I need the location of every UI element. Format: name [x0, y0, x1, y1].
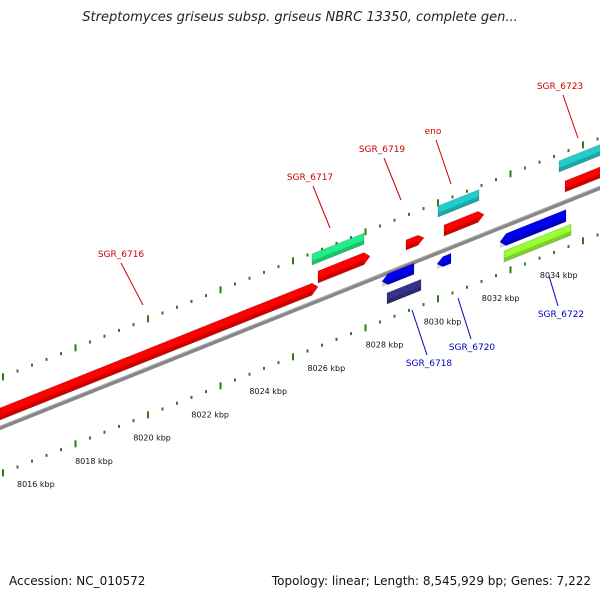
label-leader-SGR_6723: [562, 94, 579, 139]
gene-label-SGR_6722[interactable]: SGR_6722: [538, 310, 584, 320]
label-leader-SGR_6722: [548, 275, 559, 307]
tick-row-lower: [2, 233, 599, 477]
scale-label: 8026 kbp: [308, 364, 346, 373]
gene-label-SGR_6723[interactable]: SGR_6723: [537, 82, 583, 92]
scale-label: 8034 kbp: [540, 271, 578, 280]
feature-navy-1[interactable]: [386, 278, 422, 305]
feature-track: [311, 143, 600, 305]
feature-cyan-2-shade: [559, 151, 600, 172]
feature-green-1[interactable]: [311, 232, 365, 266]
scale-label: 8030 kbp: [424, 317, 462, 326]
gene-eno-shade: [444, 218, 478, 236]
scale-labels: 8016 kbp 8018 kbp 8020 kbp 8022 kbp 8024 kbp…: [17, 271, 578, 489]
gene-track: [0, 165, 600, 421]
gene-SGR_6716[interactable]: [0, 282, 319, 421]
scale-label: 8032 kbp: [482, 294, 520, 303]
gene-SGR_6717[interactable]: [317, 252, 371, 284]
accession-text: Accession: NC_010572: [9, 574, 146, 588]
feature-lime-1-shade: [504, 231, 571, 262]
gene-SGR_6718-shade: [382, 270, 414, 287]
label-leader-SGR_6717: [312, 185, 331, 229]
label-leader-SGR_6720: [457, 297, 472, 340]
gene-label-SGR_6718[interactable]: SGR_6718: [406, 359, 453, 369]
gene-SGR_6720[interactable]: [436, 252, 452, 267]
gene-SGR_6717-shade: [318, 260, 364, 283]
label-leader-SGR_6718: [411, 309, 428, 356]
gene-SGR_6720-shade: [437, 259, 451, 269]
feature-cyan-1-shade: [438, 196, 479, 217]
sequence-backbone-highlight: [0, 185, 600, 427]
gene-labels: SGR_6716 SGR_6717 SGR_6719 eno SGR_6723 SGR_6…: [98, 82, 584, 369]
label-leader-eno: [435, 139, 452, 185]
gene-SGR_6722[interactable]: [499, 209, 567, 246]
gene-SGR_6719[interactable]: [405, 234, 425, 251]
scale-label: 8022 kbp: [191, 410, 229, 419]
scale-label: 8024 kbp: [249, 387, 287, 396]
page-title: Streptomyces griseus subsp. griseus NBRC…: [82, 10, 518, 25]
topology-text: Topology: linear; Length: 8,545,929 bp; …: [271, 574, 591, 588]
feature-green-1-shade: [312, 240, 364, 265]
gene-SGR_6722-shade: [500, 217, 566, 248]
scale-label: 8016 kbp: [17, 480, 55, 489]
gene-label-SGR_6720[interactable]: SGR_6720: [449, 343, 496, 353]
scale-label: 8028 kbp: [366, 341, 404, 350]
gene-label-SGR_6716[interactable]: SGR_6716: [98, 250, 145, 260]
scale-label: 8018 kbp: [75, 457, 113, 466]
gene-SGR_6719-shade: [406, 241, 418, 250]
feature-navy-1-shade: [387, 286, 421, 304]
gene-SGR_6718[interactable]: [381, 262, 415, 285]
label-leader-SGR_6719: [383, 157, 402, 201]
gene-SGR_6723-shade: [565, 173, 600, 192]
feature-cyan-1[interactable]: [437, 189, 480, 218]
feature-lime-1[interactable]: [503, 223, 572, 263]
sequence-backbone: [0, 185, 600, 431]
gene-label-eno[interactable]: eno: [425, 127, 442, 137]
gene-SGR_6716-shade: [0, 290, 312, 420]
gene-eno[interactable]: [443, 211, 485, 237]
label-leader-SGR_6716: [120, 262, 144, 306]
gene-label-SGR_6719[interactable]: SGR_6719: [359, 145, 406, 155]
gene-SGR_6723[interactable]: [564, 165, 600, 193]
gene-label-SGR_6717[interactable]: SGR_6717: [287, 173, 333, 183]
feature-cyan-2[interactable]: [558, 143, 600, 173]
scale-label: 8020 kbp: [133, 434, 171, 443]
